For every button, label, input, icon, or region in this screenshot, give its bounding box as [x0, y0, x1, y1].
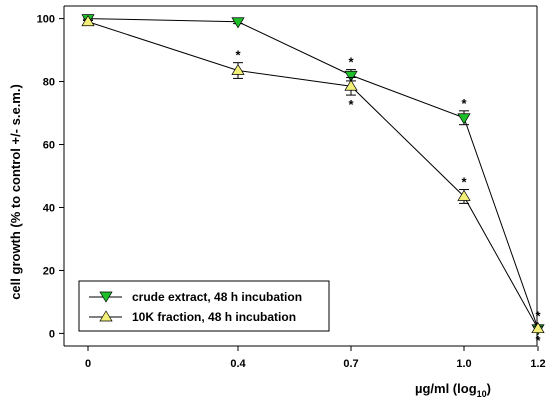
- data-point-10k-fraction: [457, 189, 471, 201]
- axes: 0 20 40 60 80 100 0 0.4 0.7 1.0 1.2: [37, 5, 546, 370]
- data-point-10k-fraction: [531, 322, 545, 334]
- significance-marker: *: [235, 48, 241, 63]
- x-tick-label: 0.4: [230, 358, 246, 370]
- significance-marker: *: [535, 333, 541, 348]
- axis-titles: cell growth (% to control +/- s.e.m.) µg…: [8, 84, 491, 399]
- y-tick-label: 20: [43, 265, 55, 277]
- y-tick-label: 40: [43, 202, 55, 214]
- legend-label-crude-extract: crude extract, 48 h incubation: [132, 290, 302, 304]
- y-tick-label: 100: [37, 14, 55, 26]
- data-point-crude-extract: [457, 113, 471, 125]
- x-axis-title-subscript: 10: [477, 389, 487, 399]
- x-axis-title-close: ): [487, 381, 491, 396]
- legend-marker-crude-extract: [99, 291, 113, 303]
- y-tick-label: 0: [49, 328, 55, 340]
- significance-marker: *: [461, 175, 467, 190]
- data-point-crude-extract: [231, 17, 245, 29]
- y-axis-title: cell growth (% to control +/- s.e.m.): [8, 84, 23, 300]
- significance-marker: *: [461, 96, 467, 111]
- x-tick-label: 1.0: [456, 358, 471, 370]
- y-tick-label: 60: [43, 140, 55, 152]
- data-point-10k-fraction: [231, 63, 245, 75]
- significance-marker: *: [348, 55, 354, 70]
- data-point-10k-fraction: [344, 79, 358, 91]
- x-tick-label: 0: [85, 358, 91, 370]
- y-tick-label: 80: [43, 77, 55, 89]
- x-tick-label: 1.2: [530, 358, 545, 370]
- data-point-10k-fraction: [81, 15, 95, 27]
- legend-marker-10k-fraction: [99, 310, 113, 322]
- data-point-crude-extract: [344, 70, 358, 82]
- x-axis-title: µg/ml (log10): [415, 381, 491, 399]
- legend-box: [78, 280, 330, 332]
- x-axis-title-main: µg/ml (log: [415, 381, 477, 396]
- significance-marker: *: [535, 309, 541, 324]
- significance-marker: *: [348, 97, 354, 112]
- series-crude-extract: * * *: [81, 14, 545, 336]
- x-tick-label: 0.7: [343, 358, 358, 370]
- legend: crude extract, 48 h incubation 10K fract…: [78, 280, 330, 332]
- series-10k-fraction: * * * *: [81, 15, 545, 348]
- legend-label-10k-fraction: 10K fraction, 48 h incubation: [132, 310, 296, 324]
- series-layer: * * * * * * *: [81, 14, 545, 348]
